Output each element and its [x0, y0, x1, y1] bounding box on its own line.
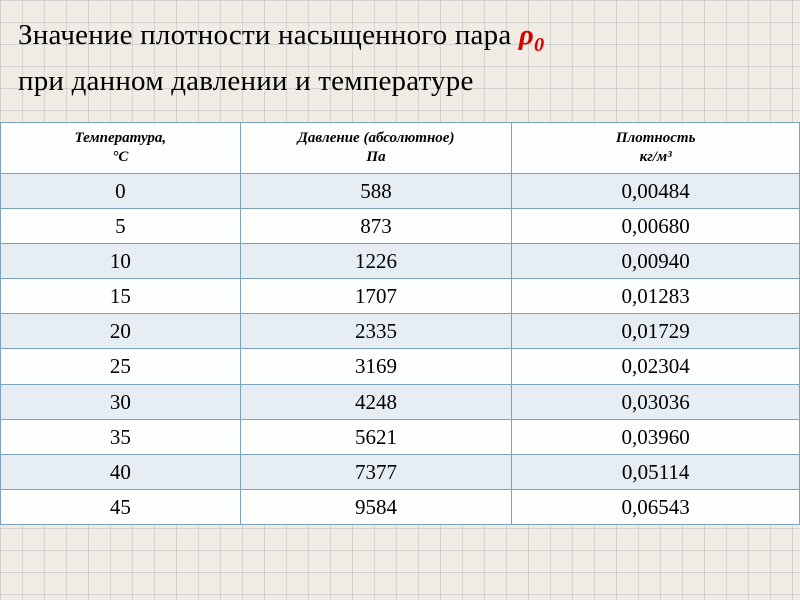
cell-density: 0,00940 [512, 244, 800, 279]
col-header-temperature: Температура, °С [1, 123, 241, 174]
cell-temperature: 0 [1, 173, 241, 208]
table-row: 5 873 0,00680 [1, 208, 800, 243]
rho-symbol: ρ [519, 19, 534, 51]
cell-density: 0,06543 [512, 490, 800, 525]
table-row: 25 3169 0,02304 [1, 349, 800, 384]
col-header-density: Плотность кг/м³ [512, 123, 800, 174]
cell-temperature: 35 [1, 419, 241, 454]
table-row: 45 9584 0,06543 [1, 490, 800, 525]
cell-temperature: 45 [1, 490, 241, 525]
cell-pressure: 5621 [240, 419, 512, 454]
cell-pressure: 2335 [240, 314, 512, 349]
table-row: 40 7377 0,05114 [1, 454, 800, 489]
cell-temperature: 5 [1, 208, 241, 243]
table-row: 20 2335 0,01729 [1, 314, 800, 349]
col-label: Давление (абсолютное) [298, 130, 455, 146]
table-header-row: Температура, °С Давление (абсолютное) Па… [1, 123, 800, 174]
page-title-block: Значение плотности насыщенного пара ρ0 п… [0, 0, 800, 122]
page-title-line2: при данном давлении и температуре [18, 60, 782, 102]
cell-temperature: 40 [1, 454, 241, 489]
cell-temperature: 30 [1, 384, 241, 419]
table-row: 35 5621 0,03960 [1, 419, 800, 454]
col-unit: °С [112, 149, 128, 165]
cell-density: 0,05114 [512, 454, 800, 489]
data-table-wrap: Температура, °С Давление (абсолютное) Па… [0, 122, 800, 525]
cell-density: 0,03960 [512, 419, 800, 454]
table-row: 10 1226 0,00940 [1, 244, 800, 279]
table-row: 15 1707 0,01283 [1, 279, 800, 314]
cell-pressure: 873 [240, 208, 512, 243]
cell-temperature: 15 [1, 279, 241, 314]
cell-density: 0,00484 [512, 173, 800, 208]
cell-pressure: 1226 [240, 244, 512, 279]
col-label: Температура, [75, 130, 167, 146]
cell-temperature: 20 [1, 314, 241, 349]
density-table: Температура, °С Давление (абсолютное) Па… [0, 122, 800, 525]
rho-subscript: 0 [534, 34, 544, 56]
table-body: 0 588 0,00484 5 873 0,00680 10 1226 0,00… [1, 173, 800, 524]
cell-temperature: 10 [1, 244, 241, 279]
cell-density: 0,01283 [512, 279, 800, 314]
col-header-pressure: Давление (абсолютное) Па [240, 123, 512, 174]
table-row: 30 4248 0,03036 [1, 384, 800, 419]
cell-density: 0,00680 [512, 208, 800, 243]
cell-temperature: 25 [1, 349, 241, 384]
col-label: Плотность [616, 130, 696, 146]
col-unit: кг/м³ [640, 149, 672, 165]
cell-density: 0,03036 [512, 384, 800, 419]
cell-density: 0,02304 [512, 349, 800, 384]
cell-pressure: 3169 [240, 349, 512, 384]
cell-pressure: 9584 [240, 490, 512, 525]
col-unit: Па [366, 149, 385, 165]
cell-pressure: 588 [240, 173, 512, 208]
cell-pressure: 4248 [240, 384, 512, 419]
cell-pressure: 1707 [240, 279, 512, 314]
table-row: 0 588 0,00484 [1, 173, 800, 208]
title-text-pre: Значение плотности насыщенного пара [18, 19, 519, 51]
cell-density: 0,01729 [512, 314, 800, 349]
cell-pressure: 7377 [240, 454, 512, 489]
page-title-line1: Значение плотности насыщенного пара ρ0 [18, 14, 782, 60]
